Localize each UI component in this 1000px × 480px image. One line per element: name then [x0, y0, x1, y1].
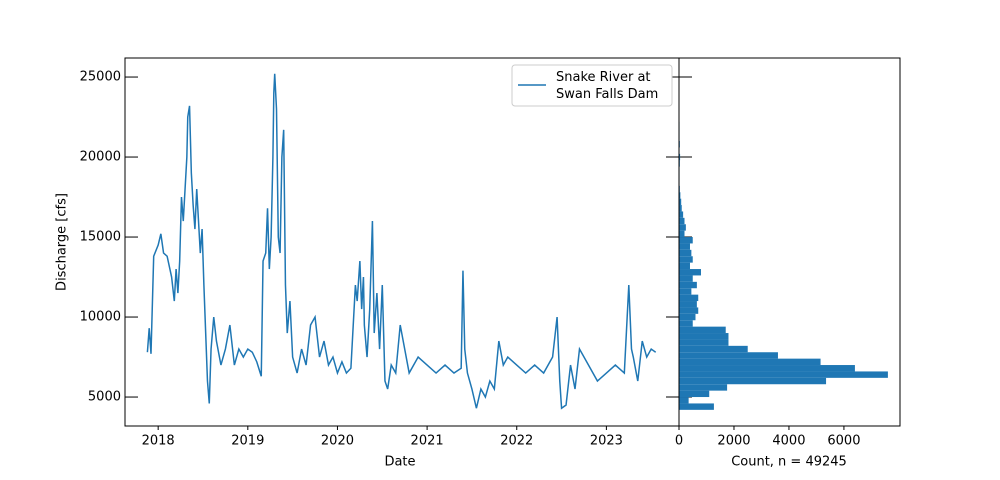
legend-box	[511, 64, 673, 107]
histogram-bar	[679, 211, 684, 218]
x-tick-label: 0	[675, 434, 683, 449]
y-tick-label: 15000	[80, 230, 121, 245]
histogram-bar	[679, 365, 855, 372]
histogram-bar	[679, 224, 686, 231]
y-axis-label: Discharge [cfs]	[55, 193, 70, 291]
x-tick-label: 2021	[411, 434, 444, 449]
histogram-bar	[679, 326, 726, 334]
histogram-bar	[679, 153, 681, 161]
histogram-bar	[679, 230, 685, 238]
histogram-bar	[679, 390, 710, 398]
histogram-bar	[679, 205, 682, 212]
histogram-bar	[679, 371, 888, 378]
y-tick-label: 25000	[80, 70, 121, 85]
histogram-bar	[679, 377, 827, 385]
histogram-bar	[679, 256, 693, 263]
legend-label-line: Snake River at	[556, 70, 651, 85]
histogram-bar	[679, 294, 699, 302]
histogram-bar	[679, 249, 692, 257]
histogram-bar	[679, 333, 729, 340]
x-tick-label: 6000	[827, 434, 860, 449]
x-axis-label: Date	[384, 455, 415, 470]
histogram-bar	[679, 198, 682, 206]
histogram-bar	[679, 301, 697, 308]
histogram-bar	[679, 339, 729, 346]
histogram-bar	[679, 397, 689, 404]
histogram-bar	[679, 237, 693, 244]
histogram-bar	[679, 288, 692, 295]
histogram-bar	[679, 192, 681, 199]
histogram-bar	[679, 345, 748, 353]
histogram-bar	[679, 320, 693, 327]
x-tick-label: 2000	[717, 434, 750, 449]
legend-label-line: Swan Falls Dam	[556, 87, 658, 102]
histogram-bar	[679, 275, 693, 282]
histogram-bar	[679, 352, 778, 359]
histogram-bar	[679, 281, 697, 289]
axes-frame	[678, 57, 901, 427]
x-tick-label: 2020	[321, 434, 354, 449]
y-tick-label: 10000	[80, 310, 121, 325]
legend-label: Snake River at Swan Falls Dam	[556, 70, 658, 102]
y-tick-label: 20000	[80, 150, 121, 165]
y-tick-label: 5000	[88, 390, 121, 405]
histogram-bar	[679, 403, 714, 410]
data-line	[146, 73, 657, 410]
histogram-bar	[679, 269, 701, 276]
x-tick-label: 2019	[231, 434, 264, 449]
histogram-bar	[679, 262, 690, 270]
legend: Snake River at Swan Falls Dam	[511, 64, 673, 107]
x-tick-label: 2022	[500, 434, 533, 449]
x-tick-label: 2018	[142, 434, 175, 449]
x-tick-label: 4000	[772, 434, 805, 449]
histogram-bar	[679, 313, 696, 321]
x-tick-label: 2023	[590, 434, 623, 449]
histogram-bar	[679, 358, 821, 366]
histogram-bar	[679, 217, 685, 225]
histogram-bar	[679, 384, 728, 391]
histogram-bar	[679, 307, 699, 314]
histogram-bar	[679, 243, 690, 250]
x-axis-label: Count, n = 49245	[731, 455, 847, 470]
